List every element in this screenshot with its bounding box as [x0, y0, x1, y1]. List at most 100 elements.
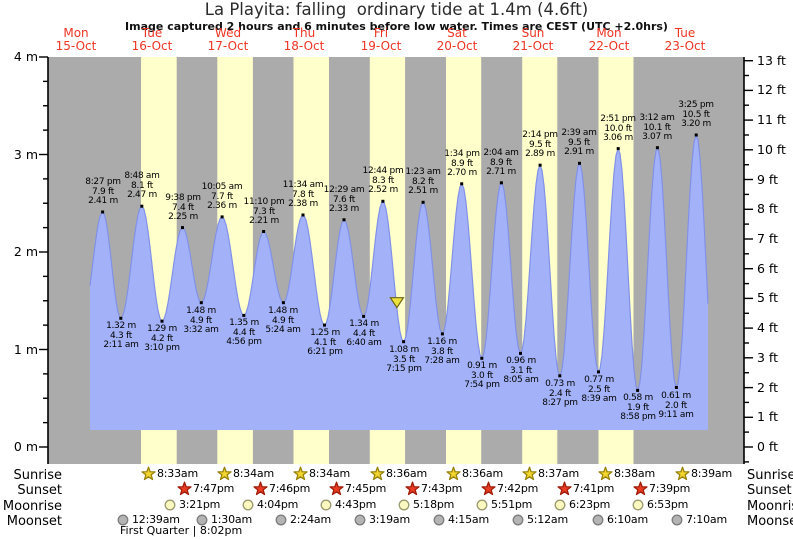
- sunset-time: 7:41pm: [573, 482, 615, 495]
- moonrise-time: 5:18pm: [413, 498, 455, 511]
- sunset-icon: [633, 481, 648, 496]
- high-tide-label: 10:05 am 7.7 ft 2.36 m: [187, 182, 257, 212]
- moonrise-time: 4:43pm: [335, 498, 377, 511]
- day-name: Wed: [214, 26, 242, 40]
- tide-height-m: 1.48 m: [268, 306, 298, 316]
- high-tide-label: 1:34 pm 8.9 ft 2.70 m: [427, 149, 497, 179]
- day-date: 22-Oct: [588, 39, 630, 53]
- low-tide-dot: [362, 314, 366, 318]
- day-label: Tue 23-Oct: [650, 27, 720, 53]
- moonset-time: 1:30am: [211, 513, 252, 526]
- low-tide-label: 1.48 m 4.9 ft 5:24 am: [248, 306, 318, 336]
- moonset-icon-shape: [354, 514, 366, 526]
- high-tide-dot: [220, 215, 224, 219]
- tide-time: 3:12 am: [639, 113, 675, 123]
- tide-height-m: 3.07 m: [642, 132, 672, 143]
- moonset-entry: 7:10am: [670, 512, 727, 527]
- tide-height-m: 2.33 m: [329, 204, 359, 215]
- moonset-time: 4:15am: [448, 513, 489, 526]
- day-name: Tue: [141, 26, 163, 40]
- sunrise-entry: 8:39am: [675, 466, 732, 481]
- tide-height-m: 3.06 m: [603, 133, 633, 144]
- tide-time: 8:27 pm: [85, 177, 121, 187]
- tide-height-ft: 7.8 ft: [292, 189, 314, 200]
- tide-height-m: 3.20 m: [681, 119, 711, 130]
- low-tide-label: 0.91 m 3.0 ft 7:54 pm: [447, 361, 517, 391]
- sunrise-entry: 8:38am: [598, 466, 655, 481]
- tide-height-ft: 2.0 ft: [665, 400, 687, 411]
- tide-time: 7:28 am: [424, 356, 460, 367]
- sunset-entry: 7:45pm: [329, 481, 386, 496]
- moonrise-icon: [632, 499, 644, 511]
- high-tide-label: 8:48 am 8.1 ft 2.47 m: [107, 171, 177, 201]
- tide-height-m: 2.91 m: [564, 147, 594, 158]
- page-title: La Playita: falling ordinary tide at 1.4…: [204, 0, 589, 19]
- tide-height-m: 0.58 m: [623, 393, 653, 403]
- low-tide-dot: [558, 374, 562, 378]
- low-tide-dot: [242, 313, 246, 317]
- tide-height-m: 1.35 m: [229, 318, 259, 328]
- tide-height-ft: 9.5 ft: [568, 137, 590, 148]
- moonset-time: 7:10am: [686, 513, 727, 526]
- day-date: 17-Oct: [207, 39, 249, 53]
- sunset-icon-shape: [253, 481, 268, 496]
- sunrise-time: 8:38am: [614, 467, 655, 480]
- tide-height-ft: 4.3 ft: [110, 330, 132, 341]
- high-tide-dot: [499, 181, 503, 185]
- day-label: Tue 16-Oct: [117, 27, 187, 53]
- tide-height-m: 1.34 m: [349, 319, 379, 329]
- high-tide-dot: [140, 204, 144, 208]
- tide-height-ft: 1.9 ft: [627, 402, 649, 413]
- sunrise-row-label-left: Sunrise: [13, 468, 62, 483]
- sunset-time: 7:39pm: [649, 482, 691, 495]
- sunrise-icon-shape: [522, 466, 537, 481]
- sunrise-time: 8:34am: [309, 467, 350, 480]
- tide-height-m: 2.21 m: [249, 216, 279, 227]
- sunset-icon: [329, 481, 344, 496]
- sunset-icon-shape: [633, 481, 648, 496]
- day-name: Sun: [521, 26, 545, 40]
- right-axis-tick-label: 8 ft: [757, 201, 779, 216]
- moonset-time: 6:10am: [607, 513, 648, 526]
- high-tide-label: 11:10 pm 7.3 ft 2.21 m: [229, 197, 299, 227]
- day-date: 19-Oct: [360, 39, 402, 53]
- tide-height-ft: 7.3 ft: [253, 206, 275, 217]
- high-tide-dot: [342, 218, 346, 222]
- sunset-icon-shape: [177, 481, 192, 496]
- tide-height-ft: 4.9 ft: [190, 315, 212, 326]
- sunset-icon-shape: [405, 481, 420, 496]
- tide-time: 3:25 pm: [678, 100, 714, 110]
- high-tide-label: 12:44 pm 8.3 ft 2.52 m: [348, 166, 418, 196]
- moonset-row-label-left: Moonset: [6, 514, 62, 529]
- moonset-row-label-right: Moonset: [747, 514, 793, 529]
- high-tide-label: 12:29 am 7.6 ft 2.33 m: [309, 185, 379, 215]
- day-name: Thu: [292, 26, 316, 40]
- day-label: Mon 15-Oct: [41, 27, 111, 53]
- moonset-icon-shape: [117, 514, 129, 526]
- day-name: Mon: [596, 26, 622, 40]
- high-tide-label: 2:14 pm 9.5 ft 2.89 m: [505, 130, 575, 160]
- sunset-entry: 7:47pm: [177, 481, 234, 496]
- tide-height-m: 2.36 m: [207, 201, 237, 212]
- tide-time: 8:48 am: [124, 171, 160, 181]
- tide-time: 9:11 am: [658, 410, 694, 421]
- low-tide-label: 1.34 m 4.4 ft 6:40 am: [329, 319, 399, 349]
- tide-time: 6:40 am: [346, 338, 382, 349]
- right-axis-tick-label: 12 ft: [757, 82, 786, 97]
- high-tide-label: 2:51 pm 10.0 ft 3.06 m: [583, 114, 653, 144]
- moonrise-entry: 5:51pm: [475, 497, 532, 512]
- tide-time: 7:54 pm: [464, 380, 500, 391]
- left-axis-tick-label: 0 m: [13, 439, 38, 454]
- day-label: Fri 19-Oct: [346, 27, 416, 53]
- tide-height-m: 1.08 m: [389, 345, 419, 355]
- current-time-marker-icon: [389, 297, 405, 309]
- tide-time: 2:39 am: [561, 128, 597, 138]
- sunrise-time: 8:37am: [538, 467, 579, 480]
- high-tide-label: 1:23 am 8.2 ft 2.51 m: [388, 167, 458, 197]
- moonset-time: 2:24am: [290, 513, 331, 526]
- tide-height-ft: 4.9 ft: [272, 315, 294, 326]
- tide-height-ft: 9.5 ft: [529, 139, 551, 150]
- sunset-time: 7:42pm: [497, 482, 539, 495]
- low-tide-dot: [199, 301, 203, 305]
- low-tide-dot: [480, 356, 484, 360]
